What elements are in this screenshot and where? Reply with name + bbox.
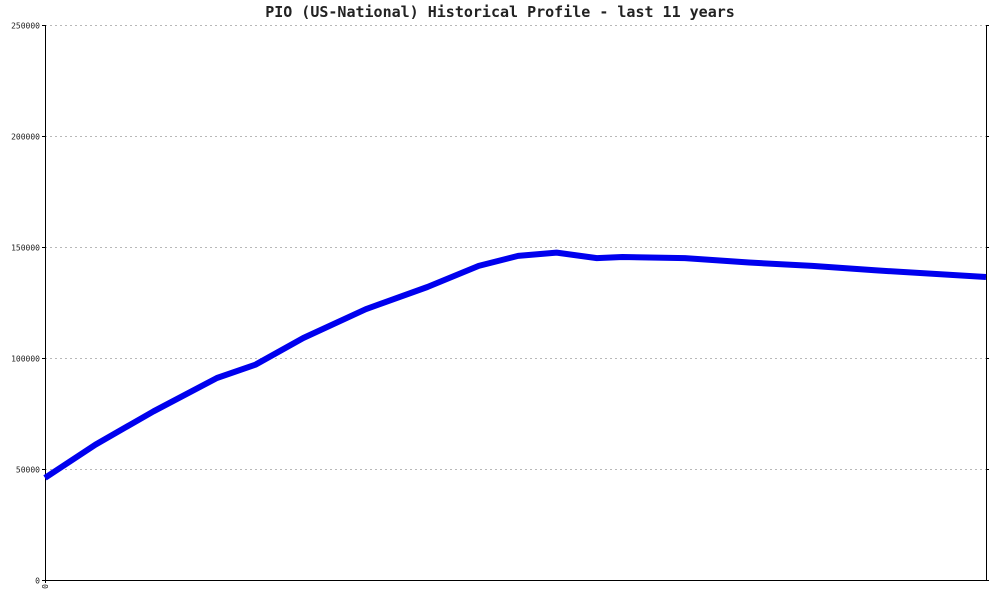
y-tick-label: 250000 bbox=[11, 22, 40, 31]
y-tick-label: 150000 bbox=[11, 244, 40, 253]
series-line bbox=[43, 249, 987, 481]
y-tick-label: 0 bbox=[35, 577, 40, 586]
x-tick-label: 0 bbox=[41, 584, 50, 589]
chart-title: PIO (US-National) Historical Profile - l… bbox=[265, 3, 735, 21]
y-tick-label: 200000 bbox=[11, 133, 40, 142]
y-tick-label: 100000 bbox=[11, 355, 40, 364]
y-tick-label: 50000 bbox=[16, 466, 40, 475]
